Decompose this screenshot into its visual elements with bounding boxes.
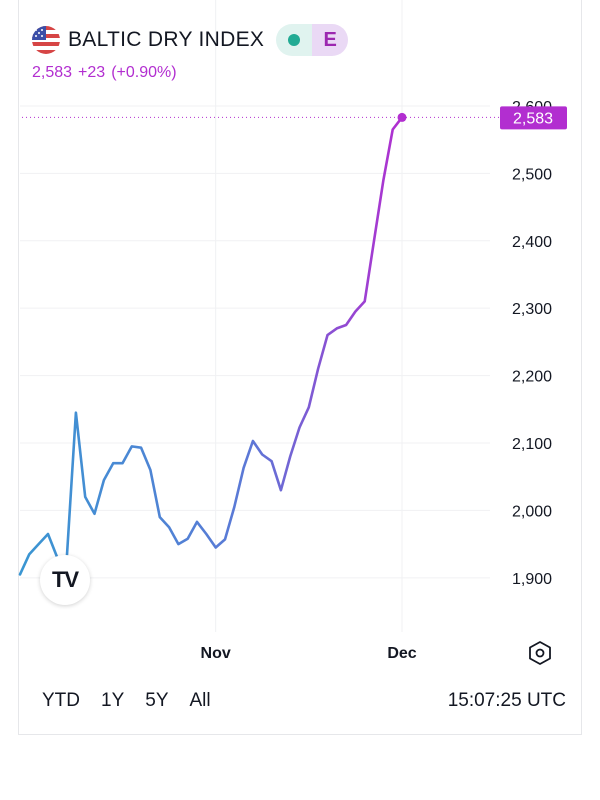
y-tick-label: 2,100 — [512, 436, 552, 453]
range-1y-button[interactable]: 1Y — [101, 690, 125, 711]
us-flag-icon — [32, 26, 60, 54]
settings-hexagon-icon[interactable] — [527, 640, 553, 666]
horizontal-gridlines — [20, 105, 490, 579]
y-tick-label: 2,200 — [512, 369, 552, 386]
last-price-badge: 2,583 — [500, 106, 567, 130]
price-change-percent: (+0.90%) — [111, 64, 177, 81]
exchange-letter: E — [312, 24, 349, 56]
last-price-badge-text: 2,583 — [513, 110, 553, 127]
y-tick-label: 2,300 — [512, 301, 552, 318]
series-line — [18, 116, 404, 576]
market-open-dot-icon — [276, 24, 313, 56]
market-status-pill[interactable]: E — [276, 24, 349, 56]
range-ytd-button[interactable]: YTD — [42, 690, 80, 711]
y-tick-label: 2,000 — [512, 503, 552, 520]
x-tick-label: Nov — [201, 645, 231, 662]
vertical-gridlines — [215, 0, 403, 632]
symbol-header: BALTIC DRY INDEX E — [32, 22, 349, 58]
y-tick-label: 2,500 — [512, 166, 552, 183]
range-all-button[interactable]: All — [189, 690, 211, 711]
x-axis-labels: Nov Dec — [201, 645, 417, 662]
price-change: +23 — [78, 64, 106, 81]
symbol-name[interactable]: BALTIC DRY INDEX — [68, 28, 265, 51]
range-toolbar: YTD 1Y 5Y All — [42, 690, 232, 712]
utc-clock[interactable]: 15:07:25 UTC — [447, 690, 566, 711]
range-5y-button[interactable]: 5Y — [145, 690, 169, 711]
tradingview-logo-icon[interactable]: TV — [40, 555, 90, 605]
price-summary: 2,583 +23 (+0.90%) — [32, 64, 185, 82]
last-price: 2,583 — [32, 64, 73, 81]
chart-frame — [18, 0, 582, 735]
y-tick-label: 1,900 — [512, 571, 552, 588]
y-tick-label: 2,400 — [512, 234, 552, 251]
x-tick-label: Dec — [387, 645, 416, 662]
last-point-dot — [397, 112, 407, 122]
